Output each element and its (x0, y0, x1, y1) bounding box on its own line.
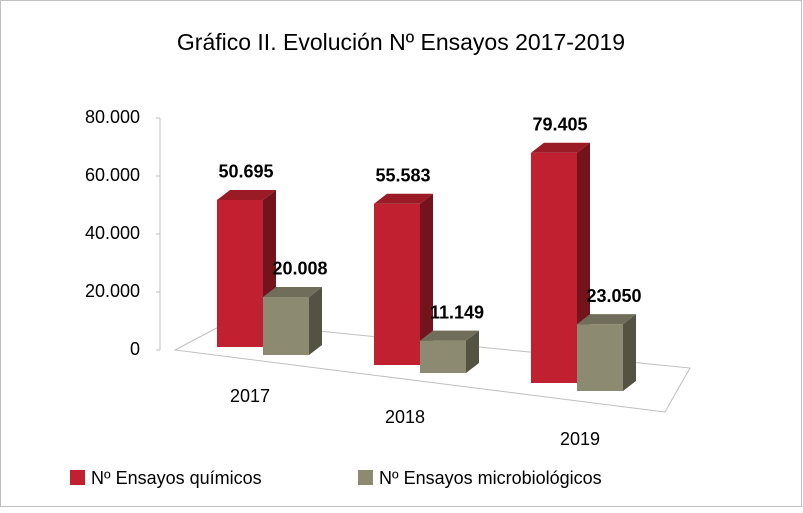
legend-swatch (70, 470, 85, 485)
bar-face (263, 296, 309, 355)
bar (420, 330, 479, 373)
data-label: 50.695 (218, 162, 273, 182)
bar-face (420, 193, 433, 365)
bar-face (217, 189, 276, 200)
data-label: 11.149 (430, 302, 484, 322)
legend-swatch (358, 470, 373, 485)
x-tick-label: 2017 (230, 386, 270, 406)
y-tick-label: 0 (130, 339, 140, 359)
bar-face (420, 330, 479, 341)
bar-face (466, 330, 479, 373)
bar (263, 286, 322, 355)
legend-label: Nº Ensayos microbiológicos (379, 468, 602, 488)
data-label: 55.583 (375, 166, 430, 186)
bar-face (374, 203, 420, 365)
bar-face (420, 340, 466, 373)
bar-face (263, 286, 322, 297)
bar-face (577, 324, 623, 391)
bar-face (309, 286, 322, 355)
y-tick-label: 60.000 (85, 165, 140, 185)
bar-face (531, 152, 577, 383)
chart-title: Gráfico II. Evolución Nº Ensayos 2017-20… (177, 29, 625, 55)
y-tick-label: 40.000 (85, 223, 140, 243)
x-tick-label: 2018 (385, 407, 425, 427)
bar-face (577, 314, 636, 325)
data-label: 20.008 (272, 259, 327, 279)
bar-face (623, 314, 636, 391)
bar-face (531, 142, 590, 153)
data-label: 79.405 (532, 114, 587, 134)
y-tick-label: 80.000 (85, 107, 140, 127)
bar-face (217, 199, 263, 347)
floor (173, 321, 691, 413)
legend-label: Nº Ensayos químicos (91, 468, 262, 488)
x-tick-label: 2019 (560, 429, 600, 449)
y-tick-label: 20.000 (85, 281, 140, 301)
data-label: 23.050 (586, 286, 641, 306)
bar-face (374, 193, 433, 204)
bar (374, 193, 433, 365)
bar (577, 314, 636, 391)
